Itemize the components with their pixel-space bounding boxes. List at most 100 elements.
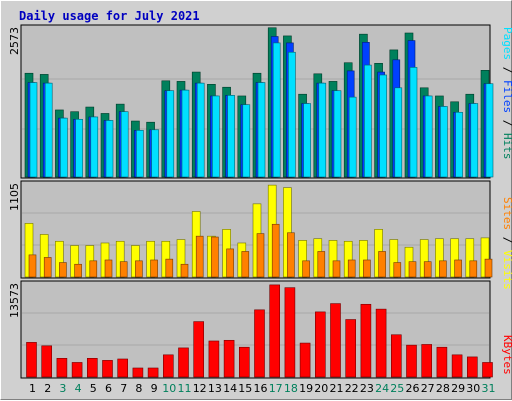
bar-sites-day-18: [287, 232, 295, 278]
bar-sites-day-2: [43, 257, 52, 278]
bar-pages-day-17: [272, 42, 281, 178]
bar-kbytes-day-25: [390, 334, 402, 378]
bar-pages-day-20: [318, 82, 327, 178]
bar-sites-day-24: [378, 251, 386, 278]
bar-kbytes-day-13: [208, 340, 220, 378]
bar-pages-day-15: [242, 104, 251, 178]
day-label-22: 22: [345, 382, 359, 395]
day-label-25: 25: [390, 382, 404, 395]
bar-pages-day-13: [212, 95, 220, 178]
bar-pages-day-23: [364, 64, 372, 178]
bar-sites-day-5: [89, 260, 98, 278]
day-label-21: 21: [330, 382, 344, 395]
bar-sites-day-1: [28, 254, 37, 278]
legend-segment-3: /: [501, 113, 512, 133]
legend-segment-4: Hits: [501, 133, 512, 160]
bar-kbytes-day-22: [345, 319, 357, 378]
bar-pages-day-11: [181, 89, 190, 178]
bar-kbytes-day-1: [26, 342, 37, 378]
day-label-18: 18: [284, 382, 298, 395]
bar-sites-day-29: [454, 259, 462, 278]
bar-kbytes-day-8: [132, 367, 144, 378]
bar-pages-day-6: [105, 120, 114, 178]
bar-kbytes-day-24: [375, 308, 387, 378]
bar-sites-day-3: [59, 262, 67, 278]
bar-kbytes-day-16: [254, 309, 265, 378]
legend-segment-1: /: [501, 230, 512, 250]
bar-pages-day-30: [470, 103, 479, 178]
legend-segment-0: Pages: [501, 27, 512, 60]
x-axis-day-labels: 1 2 3 4 5 6 7 8 9 10 11 12 13 14 15 16 17 18 19 20 21 22 23 24 2…: [29, 382, 496, 395]
bar-sites-day-31: [484, 258, 493, 278]
bar-sites-day-30: [469, 260, 478, 278]
day-label-2: 2: [44, 382, 51, 395]
bar-pages-day-31: [485, 83, 494, 178]
bar-sites-day-16: [256, 233, 265, 278]
bar-pages-day-16: [257, 82, 266, 178]
bar-pages-day-1: [29, 82, 38, 178]
bar-pages-day-24: [379, 74, 387, 178]
bar-kbytes-day-2: [41, 345, 53, 378]
day-label-5: 5: [90, 382, 97, 395]
bar-sites-day-17: [271, 223, 280, 278]
legend-segment-0: KBytes: [501, 335, 512, 375]
bar-kbytes-day-18: [284, 287, 296, 378]
bar-pages-day-12: [196, 82, 205, 178]
bar-sites-day-10: [165, 258, 174, 278]
bar-sites-day-4: [74, 263, 82, 278]
bar-pages-day-8: [136, 130, 144, 178]
day-label-12: 12: [193, 382, 207, 395]
bar-pages-day-21: [333, 90, 342, 178]
legend-pages-files-hits: Pages / Files / Hits: [501, 27, 512, 160]
bar-pages-day-9: [151, 129, 159, 178]
day-label-4: 4: [75, 382, 82, 395]
day-label-31: 31: [482, 382, 496, 395]
bar-pages-day-22: [348, 96, 357, 178]
day-label-3: 3: [59, 382, 66, 395]
bar-kbytes-day-30: [466, 356, 478, 378]
bar-kbytes-day-5: [87, 358, 98, 378]
legend-sites-visits: Sites / Visits: [501, 197, 512, 290]
bar-kbytes-day-17: [269, 284, 281, 378]
bar-sites-day-23: [363, 259, 371, 278]
bar-pages-day-27: [424, 95, 433, 178]
bar-kbytes-day-27: [421, 344, 433, 378]
bar-sites-day-26: [408, 261, 417, 278]
bar-pages-day-3: [60, 117, 68, 178]
bar-kbytes-day-14: [223, 339, 235, 378]
day-label-1: 1: [29, 382, 36, 395]
bar-kbytes-day-19: [299, 342, 311, 378]
chart-title: Daily usage for July 2021: [19, 9, 200, 23]
day-label-15: 15: [238, 382, 252, 395]
day-label-9: 9: [151, 382, 158, 395]
day-label-6: 6: [105, 382, 112, 395]
bar-sites-day-28: [439, 260, 447, 278]
bars-layer: [24, 27, 494, 378]
day-label-8: 8: [135, 382, 142, 395]
bar-sites-day-13: [211, 236, 219, 278]
bar-sites-day-21: [332, 260, 341, 278]
bar-sites-day-19: [302, 260, 310, 278]
bar-kbytes-day-21: [330, 303, 341, 378]
legend-segment-1: /: [501, 60, 512, 80]
bar-kbytes-day-4: [71, 362, 83, 378]
bar-pages-day-7: [120, 111, 129, 178]
bar-sites-day-11: [180, 263, 189, 278]
day-label-7: 7: [120, 382, 127, 395]
ymax-label-hits: 2573: [8, 27, 21, 55]
bar-pages-day-25: [394, 87, 403, 178]
bar-sites-day-20: [317, 251, 326, 278]
day-label-28: 28: [436, 382, 450, 395]
bar-sites-day-22: [347, 259, 356, 278]
bar-kbytes-day-3: [56, 358, 68, 378]
legend-segment-2: Files: [501, 80, 512, 113]
day-label-29: 29: [451, 382, 465, 395]
bar-pages-day-10: [166, 90, 175, 178]
bar-pages-day-29: [455, 111, 463, 178]
day-label-13: 13: [208, 382, 222, 395]
bar-kbytes-day-31: [482, 362, 493, 378]
bar-kbytes-day-20: [314, 311, 326, 378]
day-label-11: 11: [178, 382, 192, 395]
legend-kbytes: KBytes: [501, 335, 512, 375]
